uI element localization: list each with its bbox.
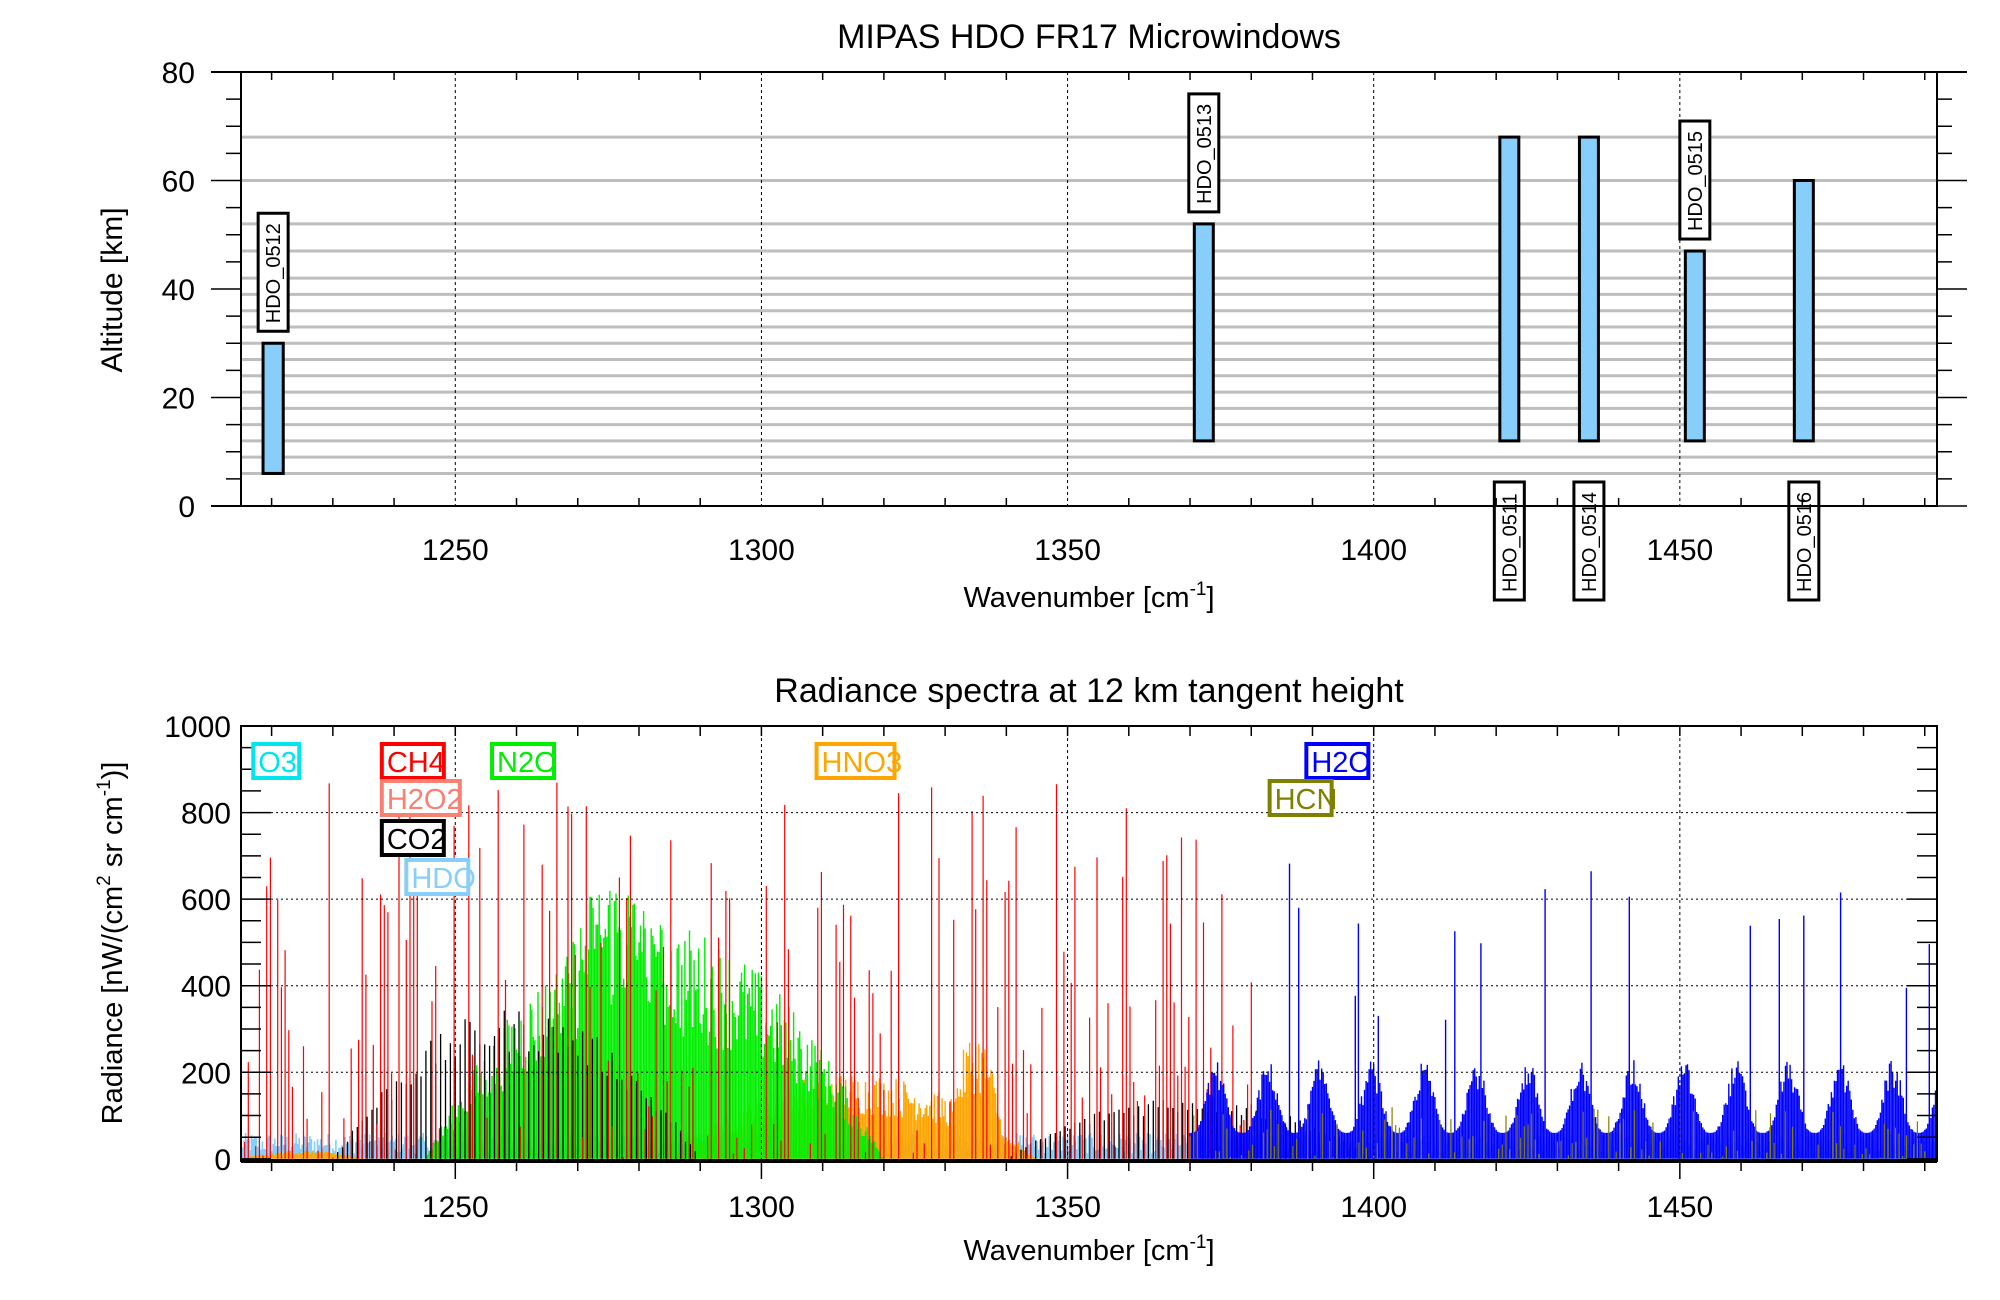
bottom-x-axis-label: Wavenumber [cm-1] bbox=[963, 1232, 1214, 1267]
microwindow-bar bbox=[1683, 249, 1706, 443]
radiance-spectra-chart: Radiance spectra at 12 km tangent height… bbox=[94, 672, 1938, 1267]
microwindow-chart: MIPAS HDO FR17 Microwindows HDO_0512HDO_… bbox=[96, 18, 1967, 614]
y-tick-label: 60 bbox=[162, 166, 195, 199]
microwindow-label: HDO_0516 bbox=[1794, 492, 1816, 592]
y-tick-label: 600 bbox=[181, 884, 231, 917]
legend-box-h2o bbox=[1304, 742, 1371, 780]
spectrum-n2o bbox=[425, 890, 884, 1159]
legend-box-hdo bbox=[404, 858, 471, 896]
top-x-axis-label-main: Wavenumber [cm bbox=[963, 582, 1189, 614]
microwindow-bar bbox=[1192, 222, 1215, 443]
y-tick-label: 0 bbox=[178, 491, 195, 524]
microwindow-bar bbox=[1498, 135, 1521, 443]
legend-label-co2: CO2 bbox=[387, 824, 447, 856]
spectra-series bbox=[241, 782, 1937, 1159]
legend-box-hcn bbox=[1267, 779, 1334, 817]
microwindow-label-box bbox=[1572, 480, 1606, 602]
x-tick-label: 1400 bbox=[1340, 1191, 1407, 1224]
top-chart-title: MIPAS HDO FR17 Microwindows bbox=[837, 18, 1341, 56]
top-x-axis-label: Wavenumber [cm-1] bbox=[963, 579, 1214, 614]
bottom-x-axis-label-main: Wavenumber [cm bbox=[963, 1235, 1189, 1267]
bottom-y-label-end: )] bbox=[97, 762, 129, 780]
top-x-axis-label-end: ] bbox=[1207, 582, 1215, 614]
y-tick-label: 80 bbox=[162, 57, 195, 90]
y-tick-label: 400 bbox=[181, 971, 231, 1004]
bottom-y-label-main: Radiance [nW/(cm bbox=[97, 886, 129, 1125]
bottom-axes: 0 200 400 600 800 1000 1250 1300 1350 1400 1450 bbox=[164, 711, 1938, 1224]
y-tick-label: 40 bbox=[162, 274, 195, 307]
microwindow-label: HDO_0511 bbox=[1499, 493, 1521, 592]
legend-label-h2o2: H2O2 bbox=[387, 784, 463, 816]
microwindow-label-box bbox=[256, 211, 290, 333]
x-tick-label: 1450 bbox=[1646, 1191, 1713, 1224]
microwindow-label-box bbox=[1187, 92, 1221, 214]
x-tick-label: 1300 bbox=[728, 1191, 795, 1224]
bottom-y-label-sup1: 2 bbox=[94, 875, 115, 886]
microwindow-label-box bbox=[1787, 480, 1821, 602]
legend-box-o3 bbox=[251, 742, 302, 780]
bottom-y-label-mid: sr cm bbox=[97, 796, 129, 875]
microwindow-label-box bbox=[1678, 119, 1712, 241]
y-tick-label: 0 bbox=[214, 1144, 231, 1177]
microwindow-label-box bbox=[1492, 480, 1526, 602]
bottom-x-axis-label-end: ] bbox=[1207, 1235, 1215, 1267]
spectrum-hcn bbox=[1189, 1107, 1926, 1159]
x-tick-label: 1300 bbox=[728, 534, 795, 567]
spectrum-h2o bbox=[1189, 863, 1937, 1159]
legend-label-n2o: N2O bbox=[497, 747, 557, 779]
legend-label-hcn: HCN bbox=[1275, 784, 1338, 816]
microwindow-bar bbox=[1792, 179, 1815, 443]
legend-box-hno3 bbox=[814, 742, 897, 780]
bottom-y-label-sup2: -1 bbox=[94, 779, 115, 796]
microwindow-bar bbox=[1577, 135, 1600, 443]
microwindow-label: HDO_0515 bbox=[1685, 131, 1707, 231]
tangent-height-lines bbox=[241, 135, 1937, 475]
x-tick-label: 1350 bbox=[1034, 534, 1101, 567]
legend-box-co2 bbox=[379, 819, 446, 857]
microwindow-label: HDO_0512 bbox=[263, 223, 285, 323]
bottom-chart-title: Radiance spectra at 12 km tangent height bbox=[774, 672, 1404, 710]
y-tick-label: 20 bbox=[162, 383, 195, 416]
y-tick-label: 800 bbox=[181, 798, 231, 831]
microwindow-bar bbox=[261, 341, 285, 475]
x-tick-label: 1250 bbox=[422, 534, 489, 567]
microwindow-bars: HDO_0512 HDO_0513 HDO_0511 HDO_0514 HDO_0515… bbox=[256, 92, 1821, 602]
x-tick-label: 1450 bbox=[1646, 534, 1713, 567]
x-tick-label: 1250 bbox=[422, 1191, 489, 1224]
legend-box-h2o2 bbox=[379, 779, 462, 817]
y-tick-label: 1000 bbox=[164, 711, 231, 744]
legend-box-ch4 bbox=[379, 742, 446, 780]
bottom-x-axis-label-sup: -1 bbox=[1190, 1232, 1207, 1253]
top-x-axis-label-sup: -1 bbox=[1190, 579, 1207, 600]
legend-box-n2o bbox=[490, 742, 557, 780]
bottom-y-axis-label: Radiance [nW/(cm2 sr cm-1)] bbox=[94, 762, 129, 1125]
microwindow-label: HDO_0513 bbox=[1194, 104, 1216, 204]
legend-label-ch4: CH4 bbox=[387, 747, 445, 779]
top-axes: 0 20 40 60 80 1250 1300 1350 1400 1450 bbox=[162, 57, 1967, 567]
legend-label-hdo: HDO bbox=[411, 863, 475, 895]
y-tick-label: 200 bbox=[181, 1057, 231, 1090]
x-tick-label: 1400 bbox=[1340, 534, 1407, 567]
legend-label-hno3: HNO3 bbox=[822, 747, 903, 779]
top-y-axis-label: Altitude [km] bbox=[96, 207, 129, 372]
x-tick-label: 1350 bbox=[1034, 1191, 1101, 1224]
legend-label-o3: O3 bbox=[258, 747, 297, 779]
species-legend: O3 CH4 N2O HNO3 H2O H2O2 HCN CO2 HDO bbox=[251, 742, 1371, 896]
legend-label-h2o: H2O bbox=[1311, 747, 1371, 779]
microwindow-label: HDO_0514 bbox=[1579, 492, 1601, 592]
